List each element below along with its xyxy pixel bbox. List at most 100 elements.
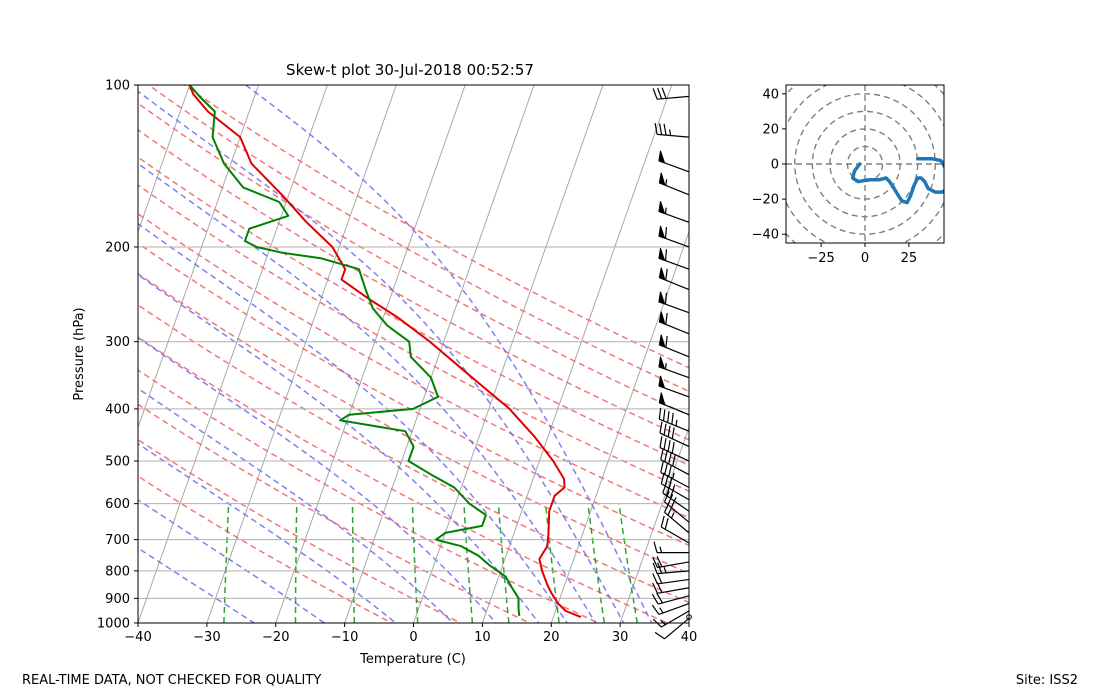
dry-adiabat-line	[138, 242, 689, 547]
barb-half	[672, 484, 676, 491]
dry-adiabat-line	[148, 85, 689, 393]
barb-full	[654, 631, 665, 640]
isotherm-line	[138, 85, 191, 234]
hodograph-ring	[794, 93, 936, 235]
hodograph-y-axis: 40 20 0 −20 −40	[752, 87, 786, 243]
barb-full	[657, 87, 663, 100]
wind-barb	[659, 421, 690, 448]
barb-full	[652, 618, 662, 628]
barb-full	[672, 454, 676, 467]
barb-half	[670, 512, 675, 519]
barb-full	[662, 409, 666, 421]
wind-barb	[658, 334, 690, 358]
x-tick-label: −30	[193, 630, 220, 645]
barb-full	[663, 438, 667, 450]
dry-adiabat-line	[138, 156, 689, 467]
barb-full	[665, 336, 668, 348]
barb-flag	[658, 311, 666, 325]
x-tick-label: 0	[861, 251, 869, 266]
barb-staff	[660, 471, 690, 489]
barb-full	[651, 593, 659, 605]
y-tick-label: 0	[771, 158, 779, 173]
wind-barb	[651, 602, 690, 616]
y-tick-label: 200	[105, 240, 130, 255]
barb-flag	[658, 267, 666, 281]
barb-flag	[658, 150, 666, 164]
isotherm-line	[275, 85, 466, 623]
dewpoint-line	[188, 85, 521, 617]
barb-flag	[658, 334, 666, 348]
barb-half	[675, 419, 678, 427]
barb-full	[665, 268, 668, 281]
barb-staff	[659, 446, 690, 462]
barb-full	[667, 411, 670, 423]
barb-staff	[658, 602, 690, 616]
barb-full	[668, 452, 672, 464]
barb-staff	[660, 610, 690, 628]
dry-adiabat-line	[138, 272, 689, 575]
skewt-ylabel: Pressure (hPa)	[72, 307, 87, 400]
skewt-y-axis: 100 200 300 400 500 600 700 800 900 1000	[97, 79, 138, 632]
y-tick-label: 700	[105, 533, 130, 548]
barb-half	[665, 179, 668, 186]
barb-full	[659, 421, 663, 434]
barb-full	[663, 491, 670, 503]
dry-adiabat-line	[138, 369, 601, 623]
mixing-ratio-line	[463, 503, 474, 623]
temperature-line	[188, 85, 582, 619]
barb-full	[671, 427, 675, 439]
moist-adiabat-line	[138, 387, 455, 623]
dry-adiabat-line	[138, 475, 394, 623]
hodograph-x-axis: −25 0 25	[807, 243, 917, 266]
x-tick-label: 10	[474, 630, 491, 645]
barb-half	[660, 619, 666, 626]
barb-half	[664, 362, 667, 370]
x-tick-label: −20	[262, 630, 289, 645]
skewt-x-axis: −40 −30 −20 −10 0 10 20 30 40	[124, 623, 697, 645]
mixing-ratio-line	[351, 503, 356, 623]
y-tick-label: 1000	[97, 617, 130, 632]
wind-barb	[658, 311, 690, 335]
barb-flag	[658, 291, 666, 305]
barb-staff	[664, 617, 690, 640]
barb-full	[664, 450, 668, 462]
barb-full	[670, 496, 677, 508]
mixing-ratio-line	[544, 503, 560, 623]
hodograph-rings	[786, 85, 944, 243]
barb-full	[671, 441, 675, 454]
wind-barb	[663, 491, 690, 523]
y-tick-label: 900	[105, 592, 130, 607]
barb-full	[658, 123, 663, 135]
isotherm-line	[206, 85, 397, 623]
barb-full	[667, 439, 671, 452]
mixing-ratio-line	[411, 503, 419, 623]
wind-barb	[658, 248, 690, 270]
x-tick-label: −40	[124, 630, 151, 645]
dry-adiabat-line	[138, 128, 689, 441]
barb-half	[664, 207, 667, 214]
wind-barb	[660, 515, 690, 544]
dry-adiabat-line	[138, 403, 532, 623]
skewt-series	[188, 85, 582, 619]
skewt-xlabel: Temperature (C)	[359, 652, 466, 667]
barb-full	[671, 412, 674, 425]
barb-staff	[659, 418, 690, 432]
calm-barb-circle	[686, 614, 692, 620]
wind-barb	[658, 407, 690, 432]
moist-adiabat-line	[138, 273, 540, 623]
barb-full	[659, 436, 663, 448]
barb-full	[657, 562, 663, 574]
wind-barb	[660, 461, 690, 489]
barb-staff	[657, 561, 690, 569]
barb-flag	[658, 375, 666, 389]
dry-adiabat-line	[183, 85, 689, 369]
moist-adiabat-line	[245, 85, 653, 623]
barb-full	[660, 461, 664, 473]
barb-half	[659, 546, 663, 553]
x-tick-label: −25	[807, 251, 834, 266]
barb-full	[656, 572, 663, 584]
x-tick-label: 0	[409, 630, 417, 645]
barb-full	[652, 582, 659, 594]
wind-barb	[658, 291, 690, 314]
